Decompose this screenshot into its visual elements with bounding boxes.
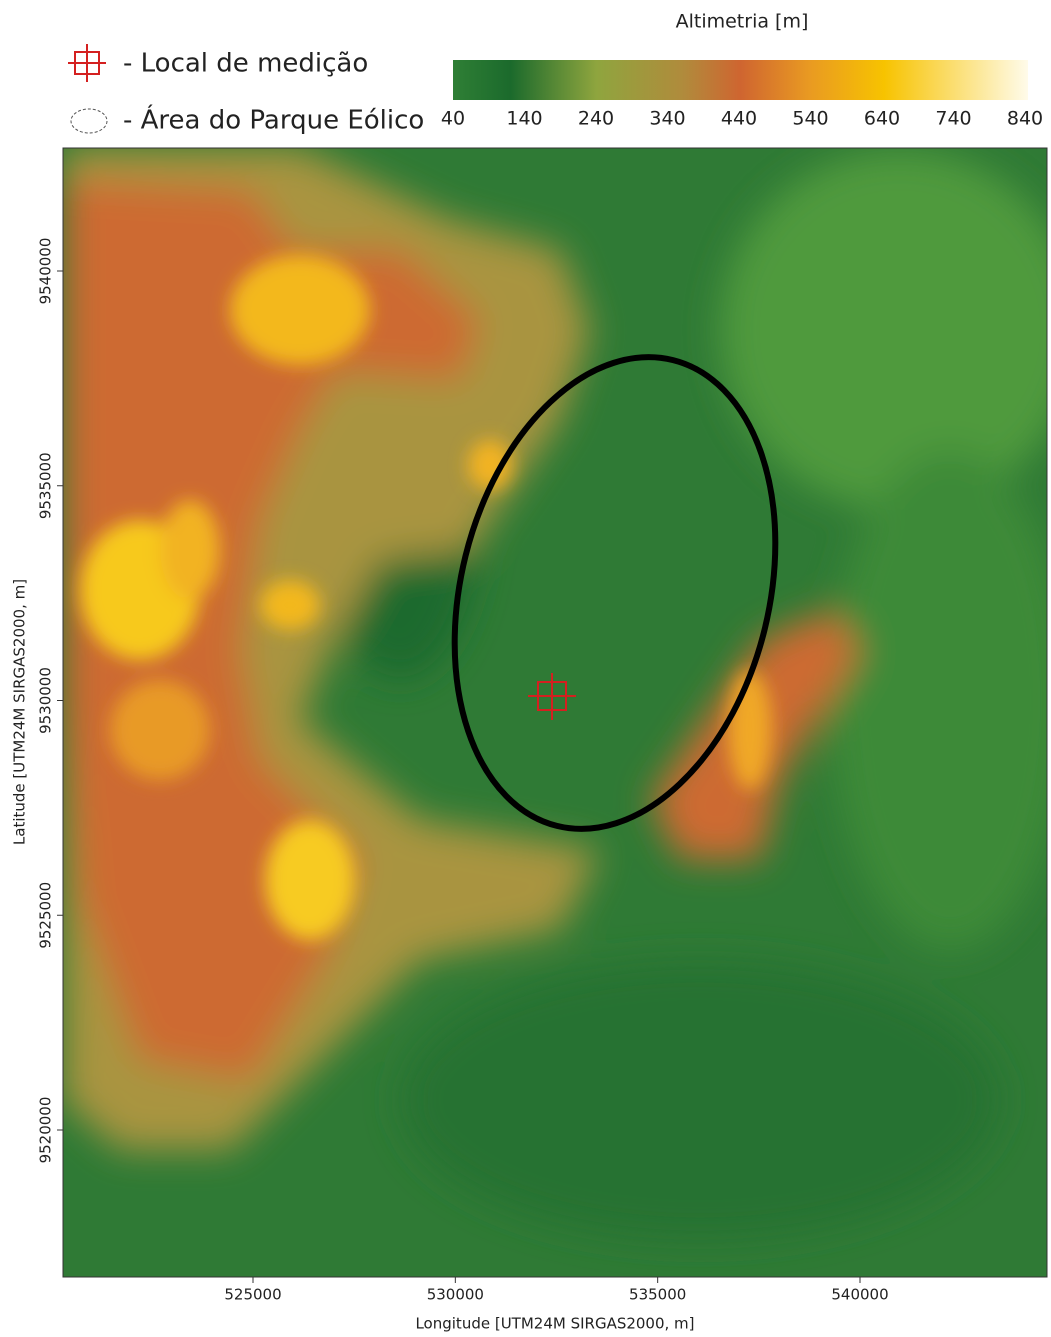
y-tick-label: 9540000 [37,238,55,305]
measurement-icon [68,44,106,82]
colorbar-tick-label: 340 [649,108,685,130]
colorbar-ticks: 40 140 240 340 440 540 640 740 840 [441,108,1043,130]
colorbar-tick-label: 40 [441,108,465,130]
legend: - Local de medição - Área do Parque Eóli… [68,44,424,136]
colorbar-tick-label: 640 [864,108,900,130]
x-axis-label: Longitude [UTM24M SIRGAS2000, m] [415,1315,694,1333]
colorbar-tick-label: 440 [721,108,757,130]
colorbar-tick-label: 840 [1007,108,1043,130]
page: - Local de medição - Área do Parque Eóli… [0,0,1051,1337]
x-tick-label: 530000 [427,1286,484,1304]
y-tick-label: 9520000 [37,1097,55,1164]
colorbar-tick-label: 740 [935,108,971,130]
y-tick-label: 9525000 [37,882,55,949]
y-tick-label: 9535000 [37,452,55,519]
legend-label: - Local de medição [123,49,368,79]
x-tick-label: 525000 [224,1286,281,1304]
colorbar-tick-label: 540 [792,108,828,130]
elevation-map [63,148,1051,1277]
y-tick-label: 9530000 [37,667,55,734]
colorbar-tick-label: 240 [578,108,614,130]
x-tick-label: 535000 [629,1286,686,1304]
legend-label: - Área do Parque Eólico [123,104,424,136]
colorbar-title: Altimetria [m] [676,11,809,33]
park-icon [71,109,107,133]
y-axis-label: Latitude [UTM24M SIRGAS2000, m] [11,579,29,845]
colorbar-tick-label: 140 [506,108,542,130]
x-tick-label: 540000 [831,1286,888,1304]
colorbar [453,60,1028,100]
